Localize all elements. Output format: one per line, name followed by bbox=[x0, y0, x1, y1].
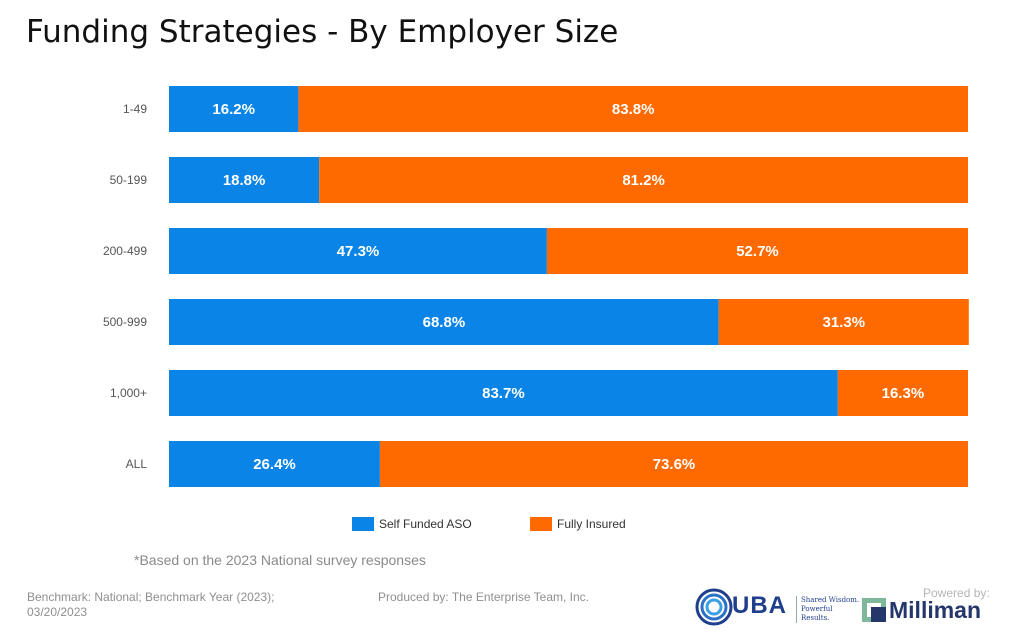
bar-self-funded-all bbox=[169, 441, 380, 487]
logos-area: UBA Shared Wisdom. Powerful Results. Pow… bbox=[690, 584, 990, 634]
legend: Self Funded ASO Fully Insured bbox=[0, 517, 1024, 537]
bar-fully-insured-50-199 bbox=[319, 157, 968, 203]
legend-label-fully-insured: Fully Insured bbox=[557, 517, 626, 531]
milliman-logo-text: Milliman bbox=[889, 597, 982, 623]
powered-by-label: Powered by: bbox=[923, 586, 990, 600]
data-label-self-funded-1-000: 83.7% bbox=[482, 385, 525, 402]
milliman-mark-icon bbox=[862, 598, 886, 622]
data-label-self-funded-all: 26.4% bbox=[253, 456, 296, 473]
legend-swatch-fully-insured bbox=[530, 517, 552, 531]
chart-title: Funding Strategies - By Employer Size bbox=[26, 14, 619, 50]
legend-swatch-self-funded bbox=[352, 517, 374, 531]
uba-rings-icon bbox=[695, 588, 733, 626]
bar-fully-insured-500-999 bbox=[718, 299, 969, 345]
category-label-1-000: 1,000+ bbox=[110, 386, 147, 400]
legend-label-self-funded: Self Funded ASO bbox=[379, 517, 472, 531]
data-label-self-funded-200-499: 47.3% bbox=[337, 243, 380, 260]
uba-tagline: Shared Wisdom. Powerful Results. bbox=[796, 596, 861, 623]
stacked-bar-chart: 1-49 16.2% 83.8% 50-199 18.8% 81.2% 200-499 47.… bbox=[103, 86, 969, 487]
bar-fully-insured-1-49 bbox=[298, 86, 968, 132]
bar-self-funded-200-499 bbox=[169, 228, 547, 274]
bar-self-funded-500-999 bbox=[169, 299, 719, 345]
category-label-200-499: 200-499 bbox=[103, 244, 147, 258]
bar-fully-insured-1-000 bbox=[837, 370, 968, 416]
bar-self-funded-1-000 bbox=[169, 370, 838, 416]
category-label-all: ALL bbox=[126, 457, 148, 471]
data-label-fully-insured-1-000: 16.3% bbox=[882, 385, 925, 402]
data-label-fully-insured-50-199: 81.2% bbox=[622, 172, 665, 189]
data-label-fully-insured-1-49: 83.8% bbox=[612, 101, 655, 118]
data-label-self-funded-500-999: 68.8% bbox=[423, 314, 466, 331]
bar-fully-insured-200-499 bbox=[546, 228, 968, 274]
uba-logo-text: UBA bbox=[732, 592, 787, 619]
data-label-self-funded-1-49: 16.2% bbox=[212, 101, 255, 118]
category-label-50-199: 50-199 bbox=[110, 173, 148, 187]
data-label-self-funded-50-199: 18.8% bbox=[223, 172, 266, 189]
produced-by: Produced by: The Enterprise Team, Inc. bbox=[378, 590, 590, 604]
category-label-1-49: 1-49 bbox=[123, 102, 147, 116]
legend-item-self-funded: Self Funded ASO bbox=[352, 517, 472, 531]
data-label-fully-insured-200-499: 52.7% bbox=[736, 243, 779, 260]
footnote: *Based on the 2023 National survey respo… bbox=[134, 552, 426, 568]
category-label-500-999: 500-999 bbox=[103, 315, 147, 329]
bar-self-funded-1-49 bbox=[169, 86, 299, 132]
data-label-fully-insured-all: 73.6% bbox=[653, 456, 696, 473]
legend-item-fully-insured: Fully Insured bbox=[530, 517, 626, 531]
bar-self-funded-50-199 bbox=[169, 157, 320, 203]
benchmark-info: Benchmark: National; Benchmark Year (202… bbox=[27, 590, 275, 619]
data-label-fully-insured-500-999: 31.3% bbox=[823, 314, 866, 331]
bar-fully-insured-all bbox=[379, 441, 968, 487]
